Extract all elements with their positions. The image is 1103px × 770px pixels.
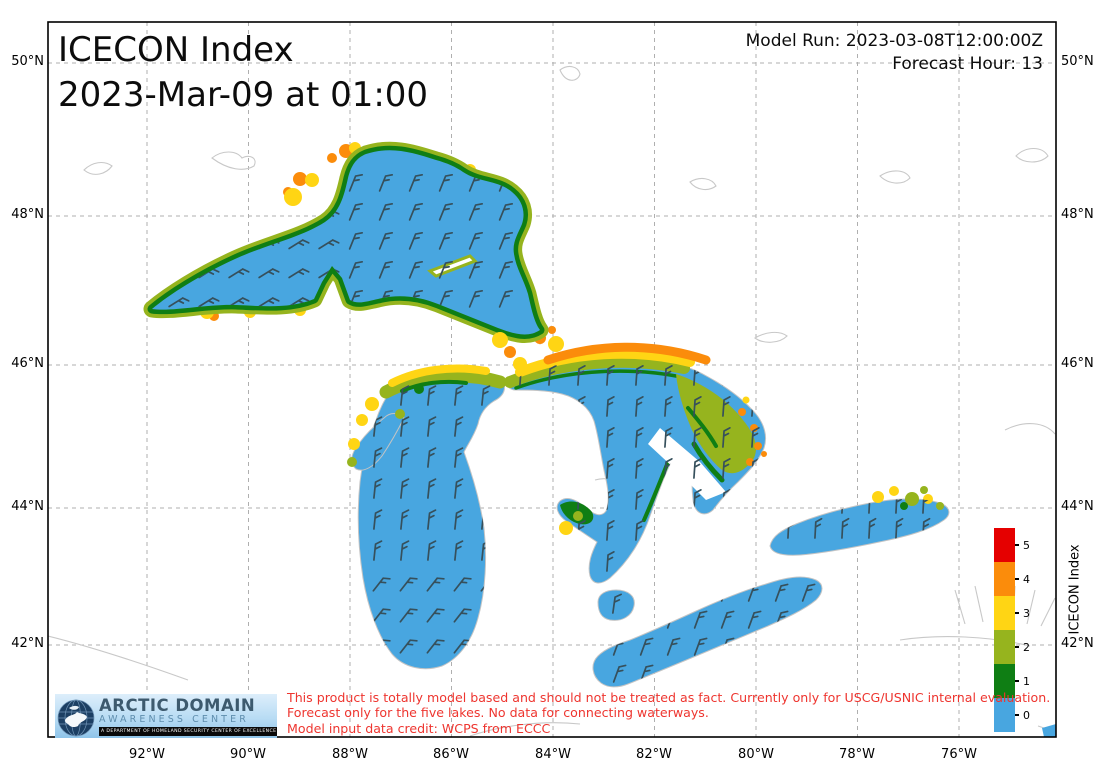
logo-tagline: A DEPARTMENT OF HOMELAND SECURITY CENTER…: [99, 727, 277, 736]
lat-label-left-50: 50°N: [11, 54, 44, 69]
model-info: Model Run: 2023-03-08T12:00:00Z Forecast…: [746, 30, 1043, 76]
colorbar-seg-1: [994, 664, 1015, 698]
colorbar-tick-1: 1: [1023, 674, 1030, 688]
colorbar-seg-3: [994, 596, 1015, 630]
colorbar-tick-4: 4: [1023, 572, 1030, 586]
lon-label-78w: 78°W: [839, 747, 875, 762]
adac-logo: ARCTIC DOMAIN AWARENESS CENTER A DEPARTM…: [55, 694, 277, 738]
colorbar-seg-5: [994, 528, 1015, 562]
lat-label-left-42: 42°N: [11, 636, 44, 651]
colorbar-tick-0: 0: [1023, 708, 1030, 722]
colorbar-seg-4: [994, 562, 1015, 596]
st-lawrence-corner: [1042, 724, 1056, 737]
colorbar-axis-label: ICECON Index: [1067, 544, 1083, 635]
lat-label-right-46: 46°N: [1061, 356, 1094, 371]
lon-label-84w: 84°W: [535, 747, 571, 762]
lon-label-80w: 80°W: [738, 747, 774, 762]
ice-patches: [347, 254, 944, 535]
disclaimer-line2: Forecast only for the five lakes. No dat…: [287, 705, 709, 721]
lon-label-86w: 86°W: [433, 747, 469, 762]
globe-icon: [55, 694, 99, 738]
logo-subtitle: AWARENESS CENTER: [99, 714, 249, 725]
title-line2: 2023-Mar-09 at 01:00: [58, 75, 429, 115]
forecast-hour-text: Forecast Hour: 13: [892, 54, 1043, 74]
disclaimer-text: This product is totally model based and …: [287, 690, 1050, 736]
lat-label-left-44: 44°N: [11, 499, 44, 514]
colorbar-seg-2: [994, 630, 1015, 664]
lon-label-76w: 76°W: [941, 747, 977, 762]
colorbar-seg-0: [994, 698, 1015, 732]
colorbar-tick-3: 3: [1023, 606, 1030, 620]
lon-label-82w: 82°W: [636, 747, 672, 762]
lon-label-92w: 92°W: [129, 747, 165, 762]
lake-water-fills: [152, 150, 1056, 737]
lake-ontario: [769, 498, 950, 556]
title-line1: ICECON Index: [58, 30, 294, 70]
colorbar-tick-5: 5: [1023, 538, 1030, 552]
logo-title: ARCTIC DOMAIN: [99, 696, 256, 715]
lat-label-right-50: 50°N: [1061, 54, 1094, 69]
lon-label-90w: 90°W: [230, 747, 266, 762]
colorbar-ticks: 5 4 3 2 1 0: [1015, 528, 1055, 732]
icecon-colorbar: [994, 528, 1015, 732]
lon-label-88w: 88°W: [332, 747, 368, 762]
lat-label-right-48: 48°N: [1061, 207, 1094, 222]
plot-frame: [47, 21, 1057, 738]
bruce-peninsula: [648, 428, 726, 500]
lat-label-left-48: 48°N: [11, 207, 44, 222]
lake-st-clair: [597, 589, 635, 621]
disclaimer-line3: Model input data credit: WCPS from ECCC: [287, 720, 551, 736]
disclaimer-line1: This product is totally model based and …: [287, 690, 1051, 705]
model-run-text: Model Run: 2023-03-08T12:00:00Z: [745, 31, 1043, 51]
colorbar-tick-2: 2: [1023, 640, 1030, 654]
lat-label-right-44: 44°N: [1061, 499, 1094, 514]
land-outlines: [48, 65, 1056, 737]
map-title: ICECON Index 2023-Mar-09 at 01:00: [58, 28, 428, 118]
lat-label-right-42: 42°N: [1061, 636, 1094, 651]
lat-label-left-46: 46°N: [11, 356, 44, 371]
